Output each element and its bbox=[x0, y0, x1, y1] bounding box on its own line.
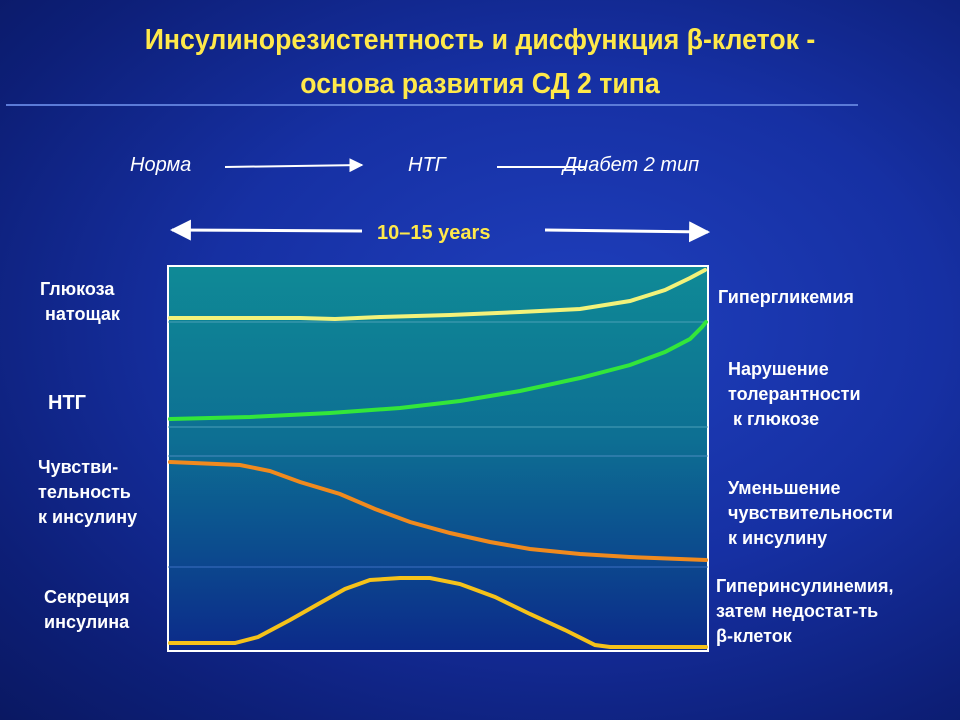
label-hyperinsulinemia: Гиперинсулинемия, затем недостат-ть β-кл… bbox=[716, 574, 893, 649]
label-line: Глюкоза bbox=[40, 279, 115, 299]
label-line: тельность bbox=[38, 482, 131, 502]
insulin-sensitivity-curve bbox=[168, 460, 708, 562]
label-line: к инсулину bbox=[38, 507, 138, 527]
glucose-curve bbox=[168, 268, 707, 322]
stage-diabetes: Диабет 2 тип bbox=[563, 154, 700, 176]
label-line: Секреция bbox=[44, 587, 130, 607]
label-line: чувствительности bbox=[728, 503, 893, 523]
title-divider bbox=[6, 104, 858, 106]
timespan-arrow-left bbox=[169, 219, 363, 241]
label-ntg: НТГ bbox=[48, 391, 86, 416]
stage-norm: Норма bbox=[130, 154, 192, 176]
label-fasting-glucose: Глюкоза натощак bbox=[40, 277, 120, 327]
label-line: Нарушение bbox=[728, 359, 829, 379]
label-line: затем недостат-ть bbox=[716, 601, 879, 621]
label-line: толерантности bbox=[728, 384, 861, 404]
label-insulin-secretion: Секреция инсулина bbox=[44, 585, 130, 635]
slide-title: Инсулинорезистентность и дисфункция β-кл… bbox=[94, 18, 867, 106]
label-line: Гипергликемия bbox=[718, 287, 854, 307]
chart-panel bbox=[167, 265, 709, 652]
timespan-arrow-right bbox=[544, 221, 711, 243]
stage-ntg: НТГ bbox=[408, 154, 446, 176]
label-line: натощак bbox=[40, 304, 120, 324]
timespan-label: 10–15 years bbox=[377, 222, 491, 244]
ntg-curve bbox=[168, 320, 708, 421]
label-insulin-sensitivity: Чувстви- тельность к инсулину bbox=[38, 455, 137, 530]
label-line: НТГ bbox=[48, 392, 86, 414]
label-line: β-клеток bbox=[716, 626, 792, 646]
label-line: Гиперинсулинемия, bbox=[716, 576, 894, 596]
insulin-secretion-curve bbox=[168, 576, 708, 649]
label-line: инсулина bbox=[44, 612, 130, 632]
label-sensitivity-decrease: Уменьшение чувствительности к инсулину bbox=[728, 476, 893, 551]
label-line: Уменьшение bbox=[728, 478, 841, 498]
title-line-1: Инсулинорезистентность и дисфункция β-кл… bbox=[144, 24, 816, 56]
arrow-norm-to-ntg bbox=[224, 158, 364, 173]
title-line-2: основа развития СД 2 типа bbox=[300, 68, 660, 100]
label-line: Чувстви- bbox=[38, 457, 119, 477]
label-line: к инсулину bbox=[728, 528, 828, 548]
label-glucose-tolerance: Нарушение толерантности к глюкозе bbox=[728, 357, 861, 432]
label-hyperglycemia: Гипергликемия bbox=[718, 285, 854, 310]
label-line: к глюкозе bbox=[728, 409, 820, 429]
